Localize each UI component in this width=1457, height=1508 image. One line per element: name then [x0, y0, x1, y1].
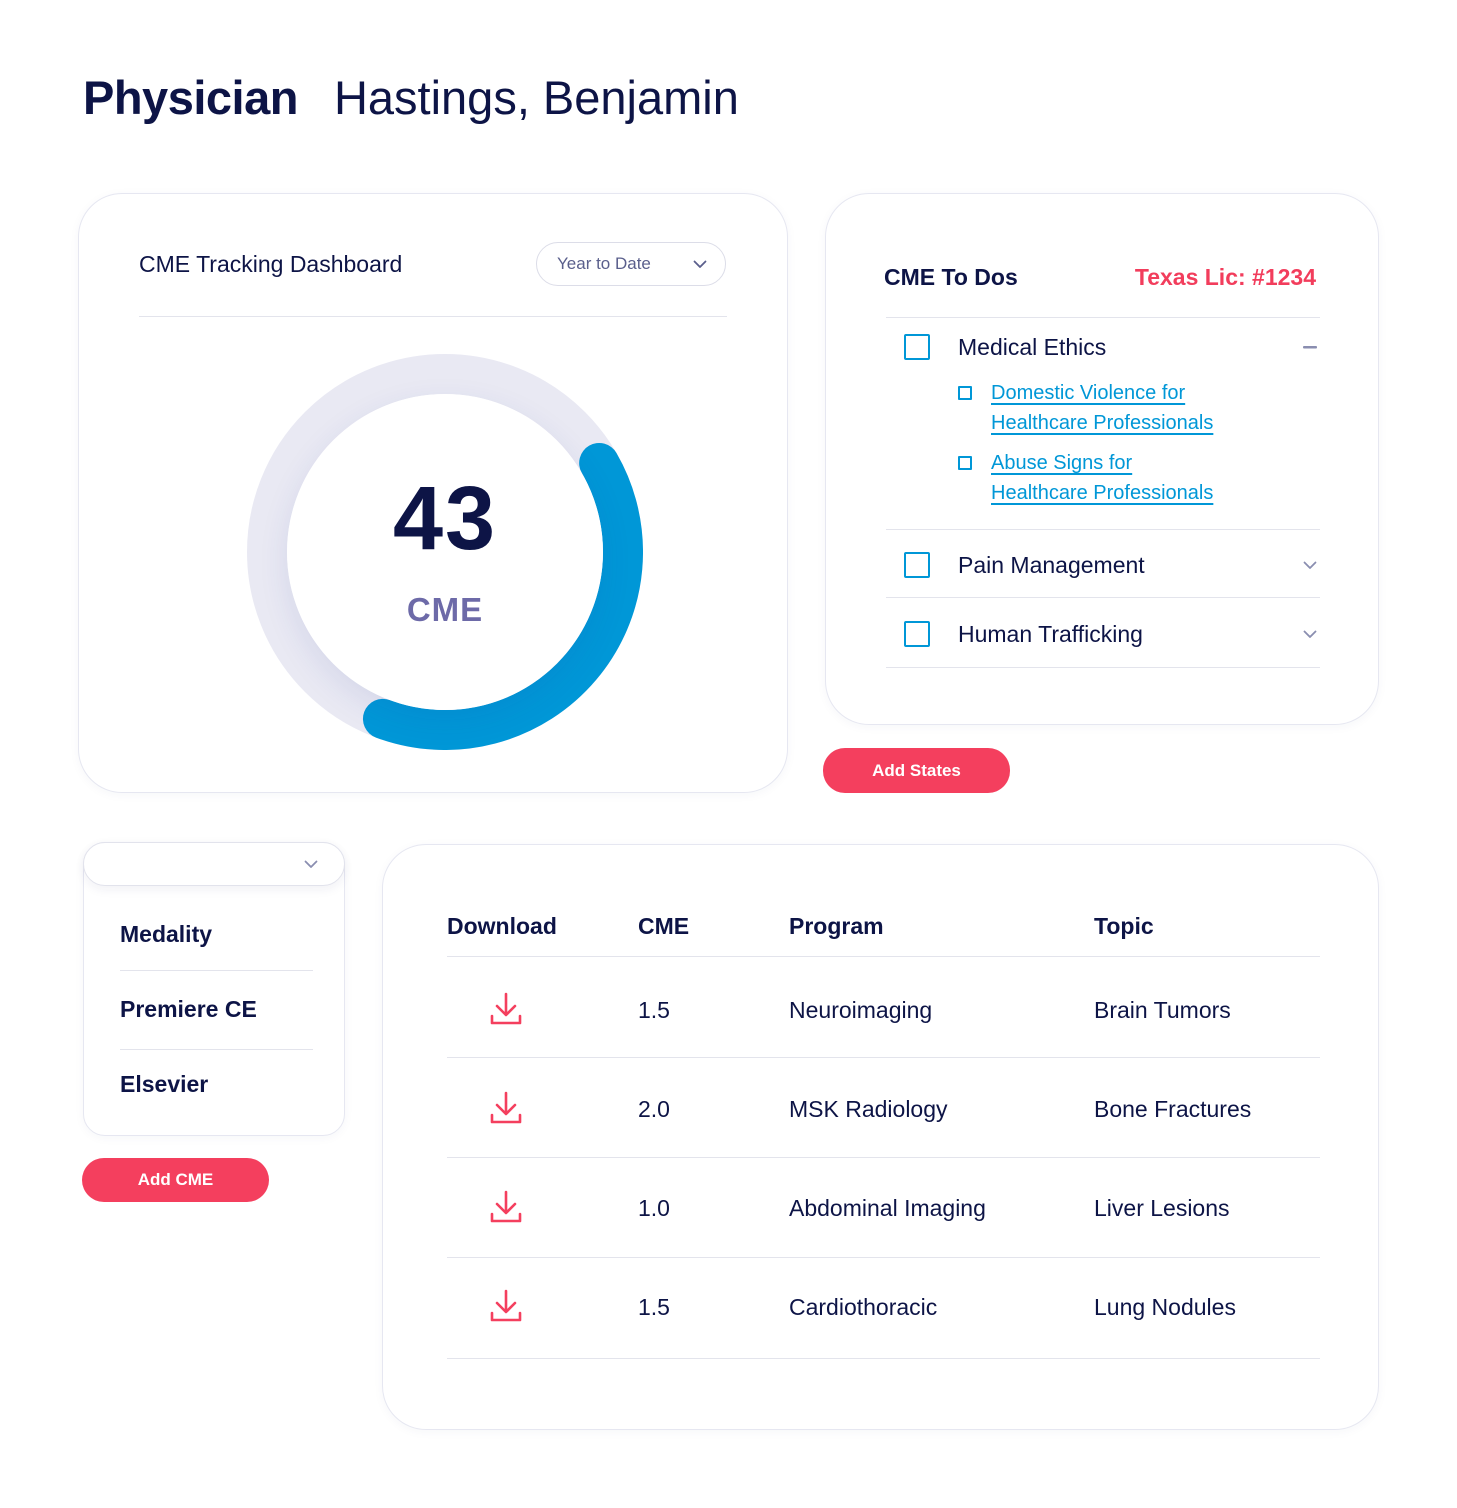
collapse-icon[interactable] [1300, 340, 1320, 354]
table-divider [447, 956, 1320, 957]
provider-divider [120, 1049, 313, 1050]
license-number: Texas Lic: #1234 [1134, 264, 1316, 290]
table-divider [447, 1358, 1320, 1359]
period-select-value: Year to Date [557, 254, 651, 273]
todo-divider [886, 317, 1320, 318]
todo-checkbox[interactable] [904, 552, 930, 578]
cme-dashboard-card: CME Tracking Dashboard Year to Date 43 C… [78, 193, 788, 793]
cme-todos-card: CME To Dos Texas Lic: #1234 Medical Ethi… [825, 193, 1379, 725]
todo-checkbox[interactable] [904, 621, 930, 647]
dashboard-title: CME Tracking Dashboard [139, 251, 403, 277]
download-icon[interactable] [490, 1190, 522, 1224]
chevron-down-icon[interactable] [1300, 558, 1320, 572]
program-name: MSK Radiology [789, 1096, 948, 1122]
subtodo-link[interactable]: Abuse Signs for Healthcare Professionals [991, 448, 1251, 508]
todo-item-human-trafficking[interactable]: Human Trafficking [904, 614, 1320, 654]
cme-credit-value: 2.0 [638, 1096, 670, 1122]
topic-name: Lung Nodules [1094, 1294, 1236, 1320]
column-header-cme: CME [638, 913, 690, 939]
todo-item-medical-ethics[interactable]: Medical Ethics [904, 327, 1320, 367]
cme-credit-value: 1.5 [638, 997, 670, 1023]
subtodo-checkbox[interactable] [958, 456, 972, 470]
todo-label: Human Trafficking [958, 620, 1143, 647]
subtodo-link[interactable]: Domestic Violence for Healthcare Professi… [991, 378, 1251, 438]
chevron-down-icon[interactable] [1300, 627, 1320, 641]
cme-total-value: 43 [392, 469, 498, 569]
todo-label: Medical Ethics [958, 333, 1107, 360]
subtodo-link-line1: Abuse Signs for [991, 452, 1133, 474]
subtodo-link-line2: Healthcare Professionals [991, 412, 1214, 434]
add-cme-button[interactable]: Add CME [82, 1158, 269, 1202]
column-header-program: Program [789, 913, 884, 939]
program-name: Cardiothoracic [789, 1294, 938, 1320]
cme-table-card: Download CME Program Topic 1.5 Neuroimag… [382, 844, 1379, 1430]
cme-total-unit: CME [406, 591, 484, 628]
progress-ring-arc [362, 443, 643, 750]
provider-dropdown: Medality Premiere CE Elsevier [83, 842, 345, 1136]
provider-divider [120, 970, 313, 971]
download-icon[interactable] [490, 1289, 522, 1323]
download-icon[interactable] [490, 992, 522, 1026]
provider-option-premiere-ce[interactable]: Premiere CE [120, 996, 257, 1022]
table-divider [447, 1157, 1320, 1158]
column-header-topic: Topic [1094, 913, 1154, 939]
subtodo-checkbox[interactable] [958, 386, 972, 400]
todo-divider [886, 667, 1320, 668]
progress-ring-graphic [247, 354, 643, 750]
program-name: Abdominal Imaging [789, 1195, 986, 1221]
physician-name: Hastings, Benjamin [333, 71, 739, 124]
todos-title: CME To Dos [884, 264, 1018, 290]
subtodo-domestic-violence[interactable]: Domestic Violence for Healthcare Professi… [958, 378, 1251, 438]
table-divider [447, 1257, 1320, 1258]
chevron-down-icon [304, 860, 318, 868]
todo-item-pain-management[interactable]: Pain Management [904, 545, 1320, 585]
page-title-role: Physician [83, 71, 298, 124]
topic-name: Liver Lesions [1094, 1195, 1230, 1221]
provider-select[interactable] [83, 842, 345, 886]
todo-label: Pain Management [958, 551, 1145, 578]
column-header-download: Download [447, 913, 557, 939]
period-select[interactable]: Year to Date [536, 242, 726, 286]
provider-option-medality[interactable]: Medality [120, 921, 213, 947]
subtodo-link-line1: Domestic Violence for [991, 382, 1186, 404]
subtodo-link-line2: Healthcare Professionals [991, 482, 1214, 504]
topic-name: Bone Fractures [1094, 1096, 1252, 1122]
cme-credit-value: 1.5 [638, 1294, 670, 1320]
subtodo-abuse-signs[interactable]: Abuse Signs for Healthcare Professionals [958, 448, 1251, 508]
cme-credit-value: 1.0 [638, 1195, 670, 1221]
topic-name: Brain Tumors [1094, 997, 1231, 1023]
todo-divider [886, 597, 1320, 598]
chevron-down-icon [693, 260, 707, 268]
add-states-button[interactable]: Add States [823, 748, 1010, 793]
download-icon[interactable] [490, 1091, 522, 1125]
page-header: Physician Hastings, Benjamin [83, 70, 739, 125]
dashboard-divider [139, 316, 727, 317]
provider-option-elsevier[interactable]: Elsevier [120, 1071, 209, 1097]
progress-ring-center [287, 394, 603, 710]
cme-progress-ring: 43 CME [247, 354, 643, 750]
table-divider [447, 1057, 1320, 1058]
program-name: Neuroimaging [789, 997, 933, 1023]
todo-checkbox[interactable] [904, 334, 930, 360]
todo-divider [886, 529, 1320, 530]
